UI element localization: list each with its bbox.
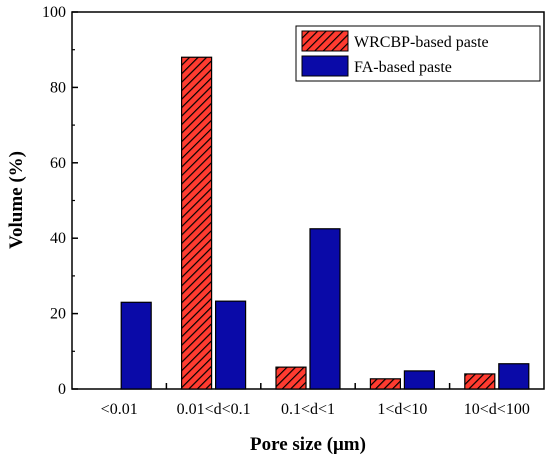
x-tick-label: 1<d<10 — [377, 401, 427, 418]
y-axis: 0 20 40 60 80 100 — [42, 4, 78, 398]
legend-label-fa: FA-based paste — [354, 59, 452, 76]
x-axis-title: Pore size (μm) — [250, 434, 366, 455]
x-tick-label: 0.01<d<0.1 — [177, 401, 251, 418]
y-tick-label: 80 — [50, 79, 66, 96]
bar-fa-0 — [120, 301, 152, 390]
bar-fa-2 — [309, 228, 341, 390]
y-tick-label: 0 — [58, 381, 66, 398]
y-tick-label: 40 — [50, 230, 66, 247]
legend: WRCBP-based paste FA-based paste — [295, 25, 541, 82]
bars-group — [120, 56, 530, 390]
legend-label-wrcbp: WRCBP-based paste — [354, 34, 489, 51]
bar-wrcbp-4 — [464, 373, 496, 390]
x-axis: <0.01 0.01<d<0.1 0.1<d<1 1<d<10 10<d<100 — [101, 383, 530, 418]
x-tick-label: 10<d<100 — [464, 401, 530, 418]
y-tick-label: 60 — [50, 155, 66, 172]
bar-fa-4 — [498, 363, 530, 390]
x-tick-label: <0.01 — [101, 401, 138, 418]
legend-swatch-fa — [301, 55, 349, 77]
bar-fa-3 — [403, 370, 435, 390]
y-axis-title: Volume (%) — [6, 151, 27, 249]
y-tick-label: 100 — [42, 4, 66, 21]
legend-swatch-wrcbp — [301, 30, 349, 52]
y-tick-label: 20 — [50, 306, 66, 323]
x-tick-label: 0.1<d<1 — [281, 401, 335, 418]
bar-wrcbp-1 — [181, 56, 213, 390]
bar-fa-1 — [215, 300, 247, 390]
bar-wrcbp-2 — [275, 366, 307, 390]
bar-wrcbp-3 — [369, 378, 401, 390]
